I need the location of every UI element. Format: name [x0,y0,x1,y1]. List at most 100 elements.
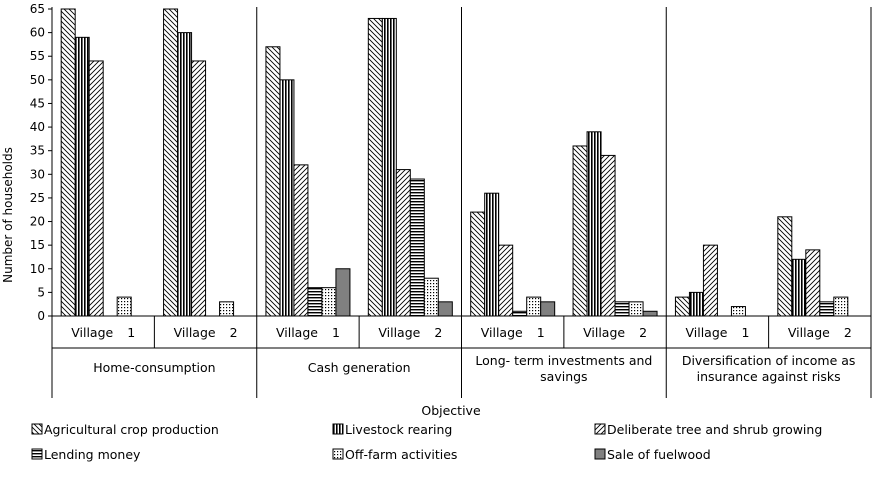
bar [526,296,542,317]
x-group-label: Long- term investments and [475,353,652,368]
x-category-label-part: 1 [127,325,135,340]
bar [674,296,690,317]
legend-swatch [594,448,606,460]
bar [191,60,207,317]
y-tick-label: 0 [37,309,45,323]
x-category-label-part: Village [71,325,113,340]
y-tick-label: 30 [30,167,45,181]
x-group-label: Home-consumption [93,360,215,375]
x-category-label-part: 2 [230,325,238,340]
bar [293,164,309,317]
y-tick-label: 15 [30,238,45,252]
x-category-label: Village 2 [788,325,852,340]
bar [540,301,556,317]
x-category-label-part: 2 [844,325,852,340]
bar [279,79,295,317]
x-category-label: Village 1 [276,325,340,340]
y-tick-label: 20 [30,215,45,229]
bar [586,131,602,317]
x-category-label-part: Village [788,325,830,340]
bar [791,258,807,317]
bar [642,310,658,317]
x-category-label-part: Village [481,325,523,340]
y-axis-title: Number of households [1,147,15,283]
legend: Agricultural crop production Livestock re… [31,422,822,462]
y-tick-label: 40 [30,120,45,134]
bar [614,301,630,317]
bar [74,36,90,317]
bar [307,287,323,317]
bar [367,17,383,317]
x-category-label-part: Village [685,325,727,340]
bar [702,244,718,317]
legend-swatch [332,448,344,460]
legend-label: Off-farm activities [345,447,457,462]
bar [163,8,179,317]
bar [437,301,453,317]
x-category-label: Village 1 [481,325,545,340]
legend-label: Deliberate tree and shrub growing [607,422,822,437]
y-tick-label: 55 [30,49,45,63]
bar [470,211,486,317]
bar [805,249,821,317]
x-group-label: Diversification of income as [682,353,856,368]
x-category-label: Village 2 [378,325,442,340]
x-category-label-part: Village [583,325,625,340]
bar [498,244,514,317]
bar [88,60,104,317]
y-tick-label: 5 [37,285,45,299]
bar [730,306,746,317]
y-tick-label: 10 [30,262,45,276]
bar [833,296,849,317]
bar [423,277,439,317]
bar [177,32,193,317]
x-category-label-part: 1 [537,325,545,340]
legend-label: Agricultural crop production [44,422,219,437]
x-axis-title: Objective [421,403,481,418]
x-category-label: Village 2 [583,325,647,340]
x-category-labels: Village 1 Village 2 Village 1 Village 2 Village 1… [71,325,852,340]
gridlines [51,7,872,398]
legend-label: Lending money [44,447,141,462]
y-tick-label: 25 [30,191,45,205]
bars [60,8,849,317]
x-category-label-part: 1 [332,325,340,340]
x-group-label: Cash generation [308,360,411,375]
x-category-label-part: 1 [741,325,749,340]
bar [628,301,644,317]
bar [219,301,235,317]
legend-label: Sale of fuelwood [607,447,711,462]
bar [484,192,500,317]
y-tick-label: 35 [30,144,45,158]
x-category-label-part: Village [378,325,420,340]
axes [48,7,871,317]
y-tick-labels: 0 5 10 15 20 25 30 35 40 45 50 55 60 65 [30,2,45,323]
legend-swatch [31,423,43,435]
bar [600,154,616,317]
bar [572,145,588,317]
bar [335,268,351,317]
bar [819,301,835,317]
x-category-label: Village 1 [71,325,135,340]
legend-swatch [332,423,344,435]
x-category-label-part: Village [174,325,216,340]
x-category-label-part: 2 [639,325,647,340]
y-tick-label: 60 [30,26,45,40]
x-group-label: insurance against risks [697,369,841,384]
legend-swatch [594,423,606,435]
bar [381,17,397,317]
x-group-label: savings [540,369,587,384]
y-tick-label: 45 [30,96,45,110]
x-group-labels: Home-consumption Cash generation Long- ter… [93,353,855,384]
bar [777,216,793,317]
bar [395,169,411,317]
y-tick-label: 50 [30,73,45,87]
legend-label: Livestock rearing [345,422,452,437]
x-category-label-part: Village [276,325,318,340]
x-category-label: Village 1 [685,325,749,340]
bar [321,287,337,317]
bar [512,310,528,317]
x-category-label: Village 2 [174,325,238,340]
legend-swatch [31,448,43,460]
